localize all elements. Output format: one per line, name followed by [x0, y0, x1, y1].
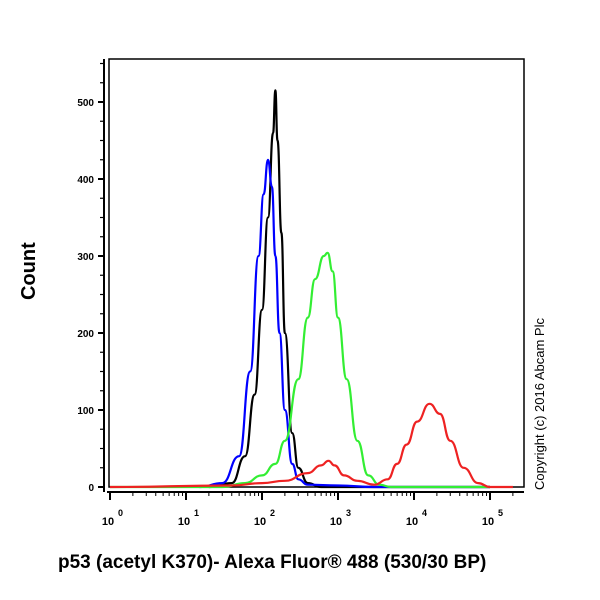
x-tick-label: 10: [254, 516, 266, 528]
histogram-curves: [109, 89, 513, 489]
curve-green: [109, 251, 491, 489]
svg-text:2: 2: [270, 508, 275, 518]
x-tick-label: 10: [330, 516, 342, 528]
svg-text:4: 4: [422, 508, 427, 518]
copyright-annotation: Copyright (c) 2016 Abcam Plc: [532, 318, 547, 490]
x-axis: 10 0 10 1 10 2 10 3 10 4 10 5: [102, 491, 524, 528]
x-axis-label: p53 (acetyl K370)- Alexa Fluor® 488 (530…: [58, 552, 487, 573]
y-tick-label: 400: [77, 175, 94, 186]
y-tick-label: 500: [77, 98, 94, 109]
plot-frame: [108, 58, 525, 488]
y-tick-label: 100: [77, 406, 94, 417]
y-tick-label: 0: [88, 483, 94, 494]
y-tick-label: 300: [77, 252, 94, 263]
curve-blue: [199, 158, 491, 489]
svg-text:3: 3: [346, 508, 351, 518]
x-tick-label: 10: [178, 516, 190, 528]
y-axis-label: Count: [18, 242, 40, 300]
curve-red: [109, 402, 513, 489]
svg-text:1: 1: [194, 508, 199, 518]
y-tick-label: 200: [77, 329, 94, 340]
x-tick-label: 10: [102, 516, 114, 528]
svg-text:0: 0: [118, 508, 123, 518]
x-tick-label: 10: [406, 516, 418, 528]
svg-text:5: 5: [498, 508, 503, 518]
x-tick-label: 10: [482, 516, 494, 528]
y-axis: 0 100 200 300 400 500: [77, 59, 105, 494]
